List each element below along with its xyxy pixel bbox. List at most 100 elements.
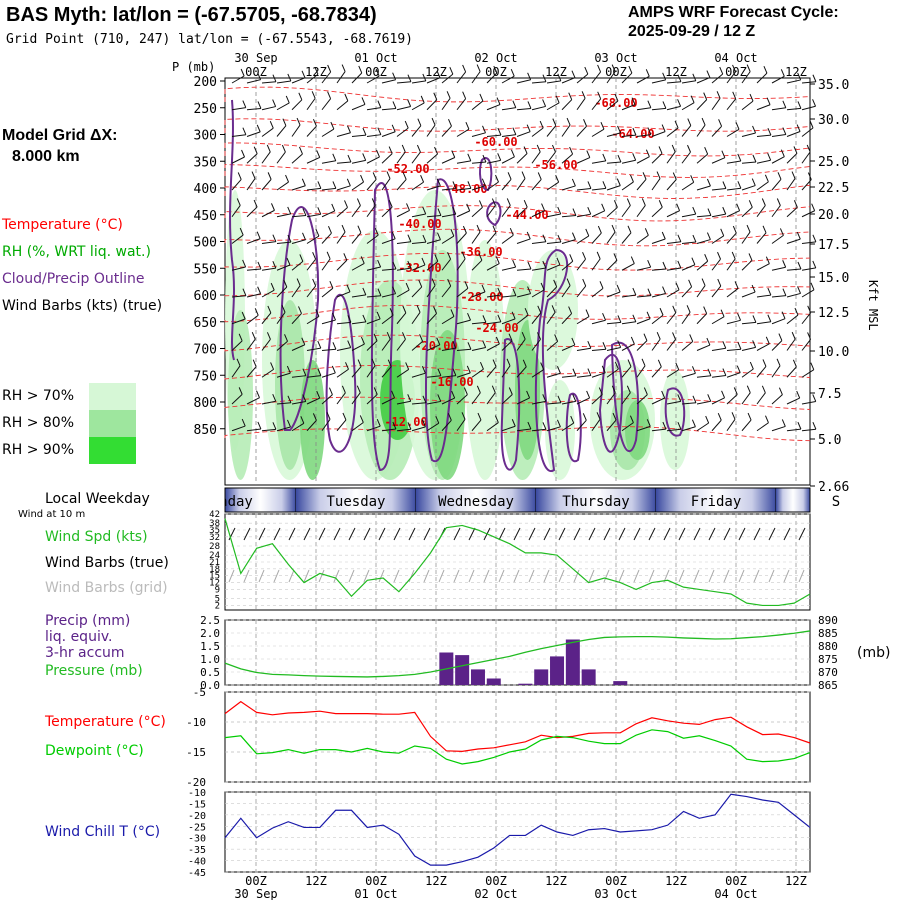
wind-barb — [606, 125, 621, 137]
wind-barb-flag — [416, 305, 421, 313]
wind-barb-shaft — [666, 127, 679, 137]
wind-barb-shaft — [591, 394, 603, 405]
wind-barb — [336, 362, 349, 378]
wind-barb-flag — [495, 174, 499, 183]
wind-barb-flag — [737, 153, 742, 162]
wind-barb-shaft — [756, 72, 768, 84]
wind-barb-shaft — [561, 344, 576, 351]
wind-barb-grid — [603, 569, 610, 583]
wind-barb-shaft — [711, 316, 725, 325]
wind-barb-shaft — [306, 73, 319, 84]
wind-barb-grid — [453, 569, 460, 583]
wind-barb-shaft — [711, 98, 721, 111]
wind-barb — [741, 340, 757, 351]
wind-barb-flag — [302, 208, 307, 216]
wind-barb-shaft — [786, 428, 801, 432]
wind-barb — [711, 206, 727, 218]
wind-barb-flag — [719, 66, 724, 75]
wind-barb-shaft — [726, 394, 738, 405]
wind-barb — [261, 362, 275, 378]
wind-barb-flag — [252, 359, 257, 367]
wind-barb-flag — [675, 282, 680, 291]
wind-barb — [681, 279, 693, 298]
wind-barb — [321, 181, 337, 191]
wind-barb-flag — [374, 227, 379, 236]
wind-barb — [351, 225, 362, 244]
wind-barb — [531, 305, 542, 325]
wind-barb-shaft — [621, 205, 631, 218]
wind-barb-flag — [537, 305, 542, 314]
wind-barb-shaft — [246, 293, 261, 298]
wind-barb-flag — [762, 359, 767, 367]
rh-region — [660, 370, 690, 470]
wind-barb — [771, 311, 786, 325]
wind-barb-shaft — [531, 241, 546, 244]
isotherm-label: -60.00 — [474, 135, 517, 149]
wind-barb — [501, 311, 516, 325]
chill-tick-label: -20 — [188, 811, 206, 822]
wind-barb-flag — [371, 198, 376, 206]
wind-barb — [546, 144, 556, 164]
wind-barb-flag — [467, 312, 471, 321]
wind-barb-flag — [731, 251, 736, 260]
wind-barb-flag — [506, 358, 511, 366]
wind-barb-grid — [438, 569, 445, 583]
wind-barb-shaft — [351, 321, 366, 325]
wind-barb — [546, 305, 556, 325]
wind-barb-shaft — [606, 392, 616, 405]
wind-barb — [366, 127, 382, 137]
wind-barb-flag — [722, 206, 727, 215]
wind-barb-flag — [692, 234, 697, 243]
isotherm-label: -24.00 — [475, 321, 518, 335]
wind-barb — [531, 260, 547, 271]
wind-barb — [321, 251, 331, 271]
wind-barb — [351, 359, 362, 378]
wind-barb-shaft — [516, 238, 531, 244]
wind-barb-flag — [465, 121, 470, 130]
wind-barb — [441, 207, 457, 218]
wind-barb-shaft — [681, 341, 694, 351]
wind-barb-shaft — [681, 241, 696, 244]
height-tick-label: 35.0 — [818, 78, 849, 93]
wind-barb-shaft — [486, 321, 501, 325]
wind-barb-shaft — [741, 231, 751, 244]
wind-barb-flag — [796, 390, 801, 399]
weekday-band: nday Tuesday Wednesday Thursday Friday S — [186, 487, 840, 513]
wind-barb — [516, 146, 528, 164]
wind-barb-grid — [228, 569, 235, 583]
wind-barb-shaft — [561, 185, 576, 191]
wind-barb — [801, 120, 814, 137]
wind-barb-flag — [677, 394, 682, 402]
cloud-outline — [370, 182, 394, 472]
isotherm-label: -44.00 — [505, 208, 548, 222]
wind-barb-true — [558, 527, 566, 541]
wind-barb-flag — [448, 119, 452, 127]
wind-barb-shaft — [681, 181, 694, 191]
wind-barb — [711, 119, 723, 137]
wind-barb-true — [408, 527, 416, 541]
wind-barb — [576, 341, 592, 351]
wind-barb — [396, 172, 407, 191]
wind-barb-shaft — [726, 372, 741, 378]
wind-barb — [276, 365, 291, 378]
wind-barb — [666, 305, 677, 325]
wind-barb-shaft — [681, 125, 692, 137]
wind-barb — [321, 203, 336, 218]
wind-barb-flag — [461, 412, 466, 420]
wind-barb — [546, 175, 560, 191]
wind-barb-flag — [585, 228, 590, 237]
precip-tick-label: 2.5 — [200, 614, 220, 627]
wind-barb-flag — [452, 340, 457, 349]
wind-barb — [576, 181, 592, 191]
wind-barb-shaft — [426, 422, 440, 432]
wind-barb-shaft — [726, 288, 739, 298]
wind-barb-flag — [797, 101, 802, 109]
wind-barb-flag — [617, 125, 621, 134]
wind-barb-flag — [552, 144, 556, 153]
wind-barb-flag — [267, 172, 272, 180]
wind-barb-flag — [571, 232, 576, 240]
wind-barb — [486, 65, 498, 84]
wind-barb-flag — [737, 342, 742, 350]
wind-barb-flag — [632, 153, 637, 161]
wind-barb-flag — [316, 150, 321, 158]
